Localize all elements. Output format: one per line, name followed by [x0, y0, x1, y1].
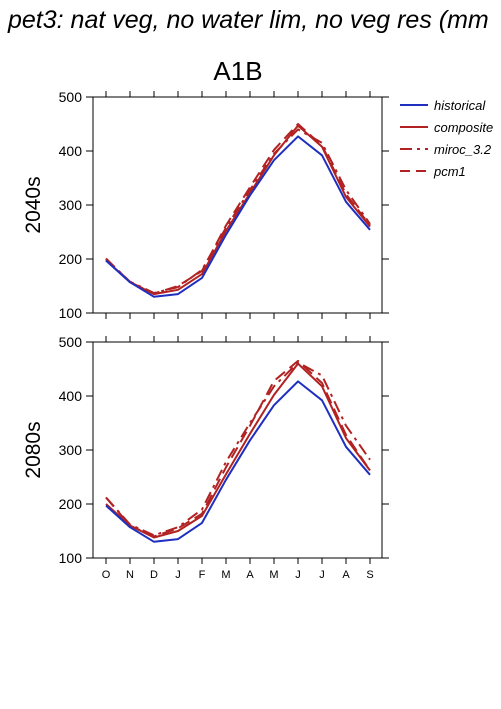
series-line-miroc-3-2 — [105, 361, 371, 537]
y-tick-label: 300 — [59, 197, 83, 213]
y-tick-label: 500 — [59, 89, 83, 105]
x-tick-label: M — [221, 569, 230, 581]
series-line-composite — [105, 362, 371, 539]
x-tick-label: O — [102, 569, 111, 581]
y-tick-label: 500 — [59, 334, 83, 350]
figure-title: pet3: nat veg, no water lim, no veg res … — [7, 6, 489, 34]
y-tick-label: 100 — [59, 550, 83, 566]
plot-frame — [92, 341, 383, 559]
y-tick-label: 400 — [59, 143, 83, 159]
scenario-title: A1B — [213, 56, 262, 86]
panel-2040s: 100 200 300 400 500 2040s — [22, 89, 389, 321]
panel-label: 2040s — [22, 176, 45, 233]
legend-label: composite — [434, 120, 493, 135]
x-tick-label: J — [295, 569, 301, 581]
y-tick-label: 100 — [59, 305, 83, 321]
series-line-pcm1 — [105, 123, 371, 295]
y-tick-label: 200 — [59, 251, 83, 267]
legend-label: pcm1 — [433, 164, 466, 179]
x-tick-label: N — [126, 569, 134, 581]
x-tick-label: A — [246, 569, 254, 581]
x-tick-label: M — [269, 569, 278, 581]
x-tick-label: J — [319, 569, 325, 581]
series-line-historical — [105, 135, 371, 298]
plot-frame — [92, 96, 383, 314]
panel-label: 2080s — [22, 421, 45, 478]
panel-2080s: 100 200 300 400 500 O N D J F M A M J J A S 2080s — [22, 334, 389, 581]
legend-label: miroc_3.2 — [434, 142, 492, 157]
series-line-historical — [105, 380, 371, 543]
y-tick-label: 300 — [59, 442, 83, 458]
y-tick-label: 200 — [59, 496, 83, 512]
x-tick-label: F — [199, 569, 206, 581]
legend: historical composite miroc_3.2 pcm1 — [400, 98, 493, 179]
y-tick-label: 400 — [59, 388, 83, 404]
legend-label: historical — [434, 98, 486, 113]
series-line-pcm1 — [105, 359, 371, 538]
x-tick-label: J — [175, 569, 181, 581]
x-tick-label: A — [342, 569, 350, 581]
x-tick-label: D — [150, 569, 158, 581]
x-tick-label: S — [366, 569, 373, 581]
